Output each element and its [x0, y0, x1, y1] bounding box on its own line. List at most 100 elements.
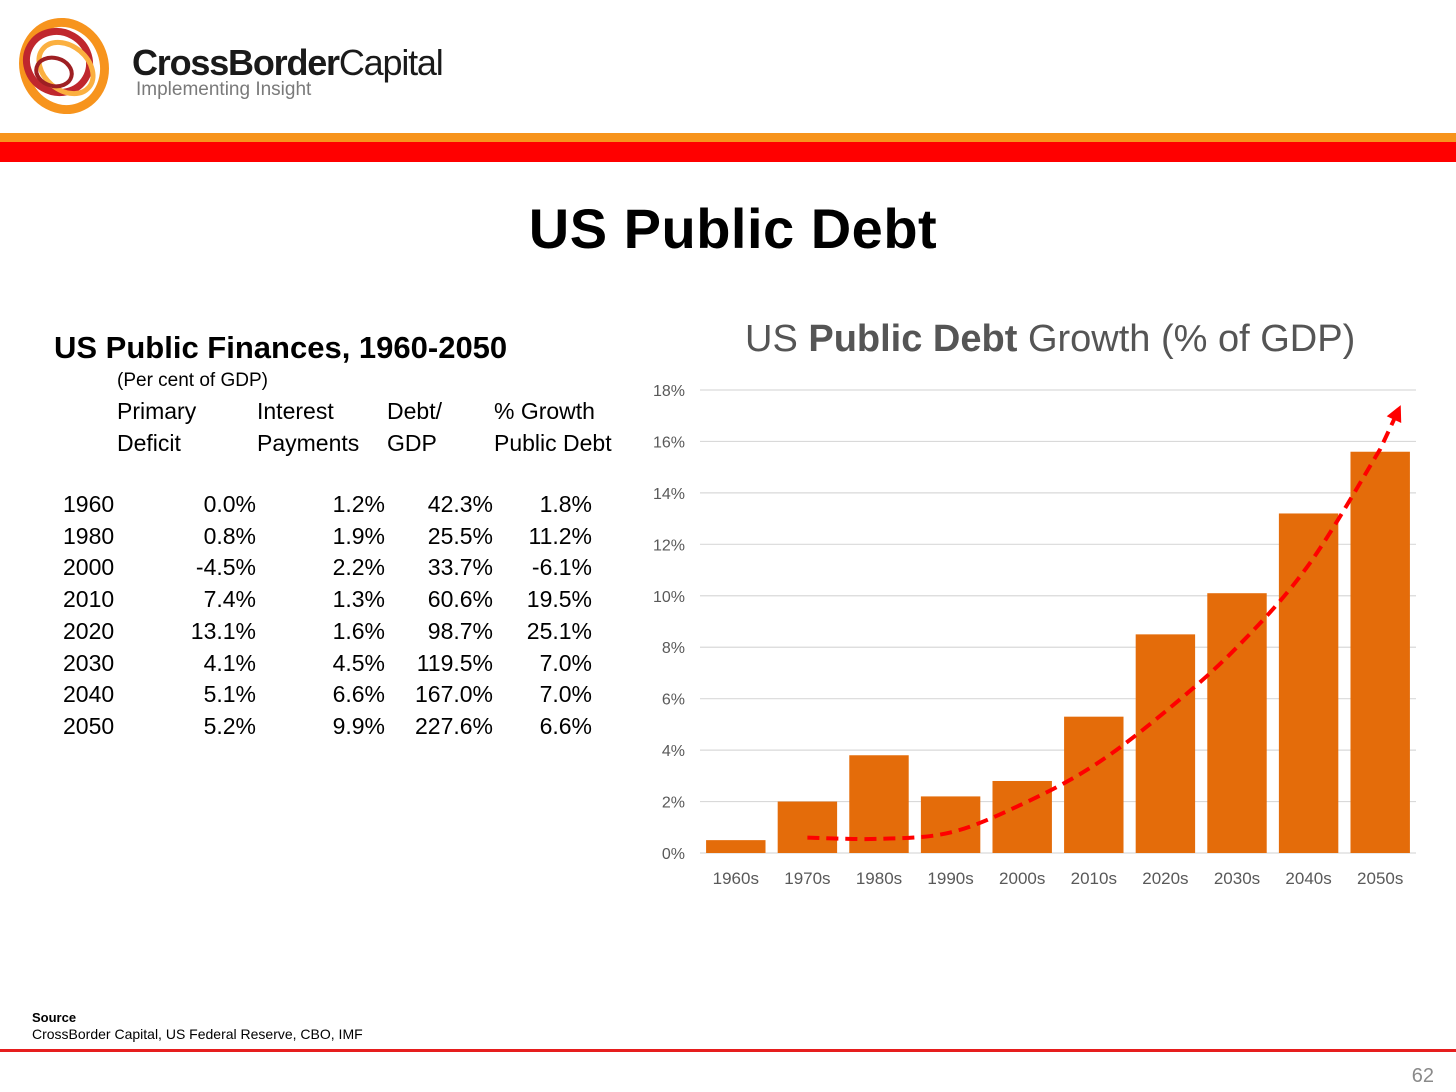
table-cell: 167.0% [414, 681, 493, 708]
table-cell: 1.6% [332, 617, 385, 644]
table-cell: 33.7% [427, 554, 493, 581]
bar-2040s [1278, 513, 1339, 853]
bar-1990s [920, 796, 981, 853]
column-header-line: Debt/ [387, 398, 442, 424]
brand-name: CrossBorderCapital [132, 42, 444, 84]
table-row-year: 2010 [63, 586, 115, 613]
column-header-line: Primary [117, 398, 197, 424]
table-cell: 6.6% [332, 681, 385, 708]
chart-title-bold: Public Debt [808, 318, 1018, 360]
trend-arrowhead-icon [1386, 405, 1402, 424]
brand-tagline: Implementing Insight [136, 79, 312, 100]
x-tick-label: 2050s [1357, 869, 1403, 888]
y-tick-label: 4% [662, 743, 685, 760]
x-tick-label: 1960s [713, 869, 759, 888]
table-row-year: 2050 [63, 712, 115, 739]
header-band-orange [0, 133, 1456, 142]
table-cell: -6.1% [531, 554, 592, 581]
bar-2020s [1135, 634, 1196, 853]
table-cell: 1.8% [539, 491, 592, 517]
table-cell: 6.6% [539, 712, 592, 739]
table-cell: 13.1% [190, 617, 256, 644]
table-cell: 119.5% [416, 649, 493, 676]
chart-trend [807, 405, 1402, 842]
y-tick-label: 6% [662, 692, 685, 709]
column-header-line: Payments [257, 430, 360, 456]
table-row-year: 1960 [63, 491, 115, 517]
source-label: Source [32, 1010, 77, 1025]
table-row-year: 2040 [63, 681, 115, 708]
x-tick-label: 1980s [856, 869, 902, 888]
table-row-year: 2030 [63, 649, 115, 676]
bar-2050s [1350, 451, 1410, 853]
table-row-year: 1980 [63, 522, 115, 549]
table-cell: 60.6% [427, 586, 493, 613]
table-cell: 7.0% [539, 649, 592, 676]
table-cell: 7.4% [203, 586, 256, 613]
column-header-primary-deficit: Primary Deficit [117, 398, 196, 457]
table-subtitle: (Per cent of GDP) [117, 370, 268, 391]
table-cell: 11.2% [528, 522, 592, 549]
y-tick-label: 2% [662, 795, 685, 812]
bar-1960s [706, 840, 766, 853]
y-tick-label: 0% [662, 846, 685, 863]
y-tick-label: 14% [653, 486, 685, 503]
bar-1970s [777, 801, 838, 853]
bar-2000s [992, 780, 1052, 853]
table-cell: 98.7% [427, 617, 493, 644]
x-tick-label: 2020s [1142, 869, 1188, 888]
x-tick-label: 2000s [999, 869, 1045, 888]
table-cell: -4.5% [195, 554, 256, 581]
crossborder-logo-icon [19, 17, 109, 115]
page-number: 62 [1411, 1065, 1434, 1087]
y-tick-label: 18% [653, 383, 685, 400]
bar-1980s [849, 755, 909, 853]
column-header-debt-gdp: Debt/ GDP [387, 398, 442, 457]
column-header-line: Public Debt [494, 430, 612, 456]
debt-growth-bar-chart: 0% 2% 4% 6% 8% 10% 12% 14% 16% 18% 1960s 1970s 1980s… [653, 383, 1416, 888]
x-tick-label: 2040s [1285, 869, 1331, 888]
table-cell: 0.0% [203, 491, 256, 517]
source-text: CrossBorder Capital, US Federal Reserve,… [32, 1026, 363, 1042]
table-row-year: 2000 [63, 554, 115, 581]
table-cell: 1.9% [332, 522, 385, 549]
y-tick-label: 8% [662, 640, 685, 657]
x-tick-label: 1970s [784, 869, 830, 888]
y-tick-label: 10% [653, 589, 685, 606]
table-cell: 7.0% [539, 681, 592, 708]
table-row-year: 2020 [63, 617, 115, 644]
column-header-line: GDP [387, 430, 437, 456]
chart-axis-labels: 0% 2% 4% 6% 8% 10% 12% 14% 16% 18% 1960s 1970s 1980s… [653, 383, 1403, 888]
column-header-interest-payments: Interest Payments [257, 398, 359, 457]
x-tick-label: 1990s [927, 869, 973, 888]
table-cell: 25.1% [526, 617, 592, 644]
table-cell: 2.2% [332, 554, 385, 581]
table-cell: 42.3% [427, 491, 493, 517]
table-cell: 9.9% [332, 712, 385, 739]
chart-title: US Public Debt Growth (% of GDP) [745, 318, 1355, 361]
table-cell: 25.5% [427, 522, 493, 549]
table-cell: 227.6% [414, 712, 493, 739]
column-header-growth-public-debt: % Growth Public Debt [494, 398, 612, 457]
table-cell: 5.2% [203, 712, 256, 739]
column-header-line: % Growth [494, 398, 595, 424]
table-cell: 4.5% [332, 649, 385, 676]
chart-title-prefix: US [745, 318, 809, 360]
column-header-line: Interest [257, 398, 334, 424]
y-tick-label: 16% [653, 434, 685, 451]
bar-2010s [1064, 716, 1124, 853]
table-cell: 4.1% [203, 649, 256, 676]
table-cell: 0.8% [203, 522, 256, 549]
chart-title-suffix: Growth (% of GDP) [1017, 318, 1356, 360]
table-cell: 1.3% [332, 586, 385, 613]
brand-name-bold: CrossBorder [132, 42, 340, 83]
table-title: US Public Finances, 1960-2050 [54, 330, 508, 365]
y-tick-label: 12% [653, 537, 685, 554]
column-header-line: Deficit [117, 430, 181, 456]
header-band-red [0, 142, 1456, 162]
page-title: US Public Debt [528, 197, 938, 260]
trend-dashed-line [807, 409, 1401, 842]
bar-2030s [1207, 593, 1267, 853]
table-cell: 5.1% [203, 681, 256, 708]
chart-bars [706, 451, 1410, 853]
